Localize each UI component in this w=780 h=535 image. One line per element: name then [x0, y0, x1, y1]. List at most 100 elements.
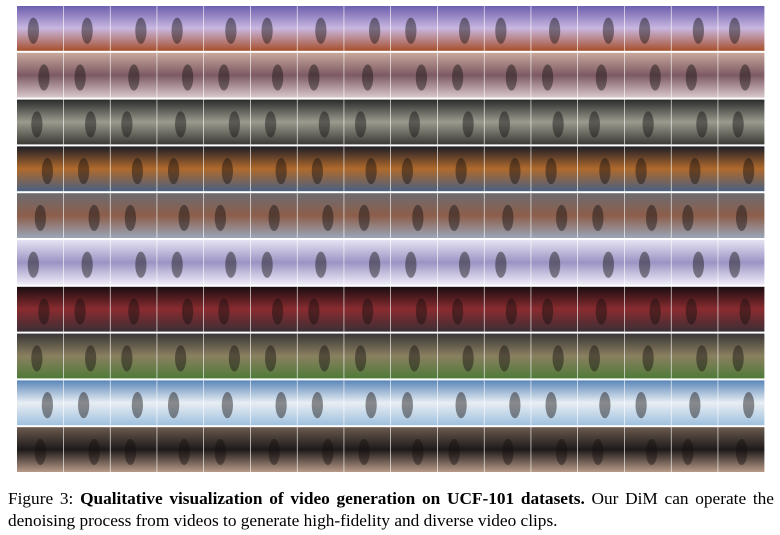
frame-subject — [599, 158, 611, 185]
frame-subject — [225, 251, 237, 278]
frame-subject — [38, 64, 50, 91]
video-frame — [157, 193, 204, 238]
video-frame — [250, 6, 297, 51]
video-frame — [297, 52, 344, 98]
video-frame — [344, 333, 391, 379]
video-frame — [250, 52, 297, 98]
frame-subject — [275, 392, 287, 419]
frame-subject — [88, 204, 100, 232]
frame-subject — [228, 345, 240, 372]
frame-subject — [168, 392, 180, 419]
frame-subject — [649, 64, 661, 91]
video-frame — [624, 240, 671, 285]
video-frame — [718, 380, 765, 426]
video-frame — [63, 146, 110, 192]
video-frame — [531, 380, 578, 426]
frame-subject — [455, 392, 467, 419]
frame-subject — [639, 251, 651, 278]
video-frame — [204, 99, 251, 145]
caption-text: Our DiM can operate the denoising proces… — [8, 489, 774, 530]
video-frame — [344, 286, 391, 332]
video-frame — [344, 52, 391, 98]
frame-subject — [322, 438, 334, 466]
video-frame — [484, 427, 531, 472]
frame-subject — [595, 298, 607, 325]
video-frame — [578, 380, 625, 426]
frame-subject — [588, 111, 600, 138]
frame-subject — [459, 17, 471, 44]
frame-subject — [175, 345, 187, 372]
video-frame — [297, 146, 344, 192]
video-frame — [578, 240, 625, 285]
video-frame — [344, 99, 391, 145]
frame-subject — [401, 158, 413, 185]
frame-subject — [639, 17, 651, 44]
video-frame — [157, 240, 204, 285]
video-frame — [344, 146, 391, 192]
frame-subject — [27, 251, 39, 278]
video-frame — [391, 240, 438, 285]
frame-subject — [556, 438, 568, 466]
frame-subject — [729, 251, 741, 278]
video-frame — [718, 427, 765, 472]
frame-subject — [355, 345, 367, 372]
frame-subject — [365, 392, 377, 419]
video-frame — [437, 333, 484, 379]
frame-subject — [315, 251, 327, 278]
video-frame — [344, 6, 391, 51]
frame-subject — [505, 298, 517, 325]
video-frame — [531, 240, 578, 285]
frame-subject — [171, 17, 183, 44]
video-frame — [297, 6, 344, 51]
video-frame — [718, 286, 765, 332]
frame-subject — [682, 204, 694, 232]
video-frame — [157, 333, 204, 379]
video-frame — [391, 380, 438, 426]
video-frame — [391, 427, 438, 472]
video-frame — [204, 427, 251, 472]
video-frame — [63, 427, 110, 472]
video-frame — [297, 286, 344, 332]
frame-subject — [369, 17, 381, 44]
video-frame — [63, 193, 110, 238]
video-frame — [437, 99, 484, 145]
frame-subject — [545, 158, 557, 185]
video-frame — [484, 333, 531, 379]
video-frame — [344, 193, 391, 238]
frame-subject — [696, 345, 708, 372]
video-frame — [484, 99, 531, 145]
frame-subject — [592, 204, 604, 232]
frame-subject — [509, 158, 521, 185]
frame-subject — [272, 298, 284, 325]
video-frame — [204, 52, 251, 98]
video-frame — [250, 427, 297, 472]
video-frame — [624, 427, 671, 472]
frame-subject — [41, 392, 53, 419]
video-frame — [531, 333, 578, 379]
video-frame — [110, 52, 157, 98]
frame-subject — [318, 111, 330, 138]
video-frame — [63, 240, 110, 285]
video-frame — [531, 146, 578, 192]
frame-subject — [729, 17, 741, 44]
video-frame — [63, 333, 110, 379]
frame-subject — [168, 158, 180, 185]
video-frame — [17, 6, 64, 51]
video-frame — [437, 193, 484, 238]
frame-subject — [261, 251, 273, 278]
video-frame — [157, 427, 204, 472]
frame-subject — [214, 438, 226, 466]
frame-subject — [405, 251, 417, 278]
frame-subject — [509, 392, 521, 419]
video-frame — [624, 52, 671, 98]
frame-subject — [415, 64, 427, 91]
video-frame — [578, 286, 625, 332]
video-frame — [110, 240, 157, 285]
frame-subject — [121, 111, 133, 138]
video-frame — [250, 286, 297, 332]
video-frame — [250, 333, 297, 379]
video-frame — [204, 193, 251, 238]
frame-subject — [308, 298, 320, 325]
video-frame — [17, 193, 64, 238]
